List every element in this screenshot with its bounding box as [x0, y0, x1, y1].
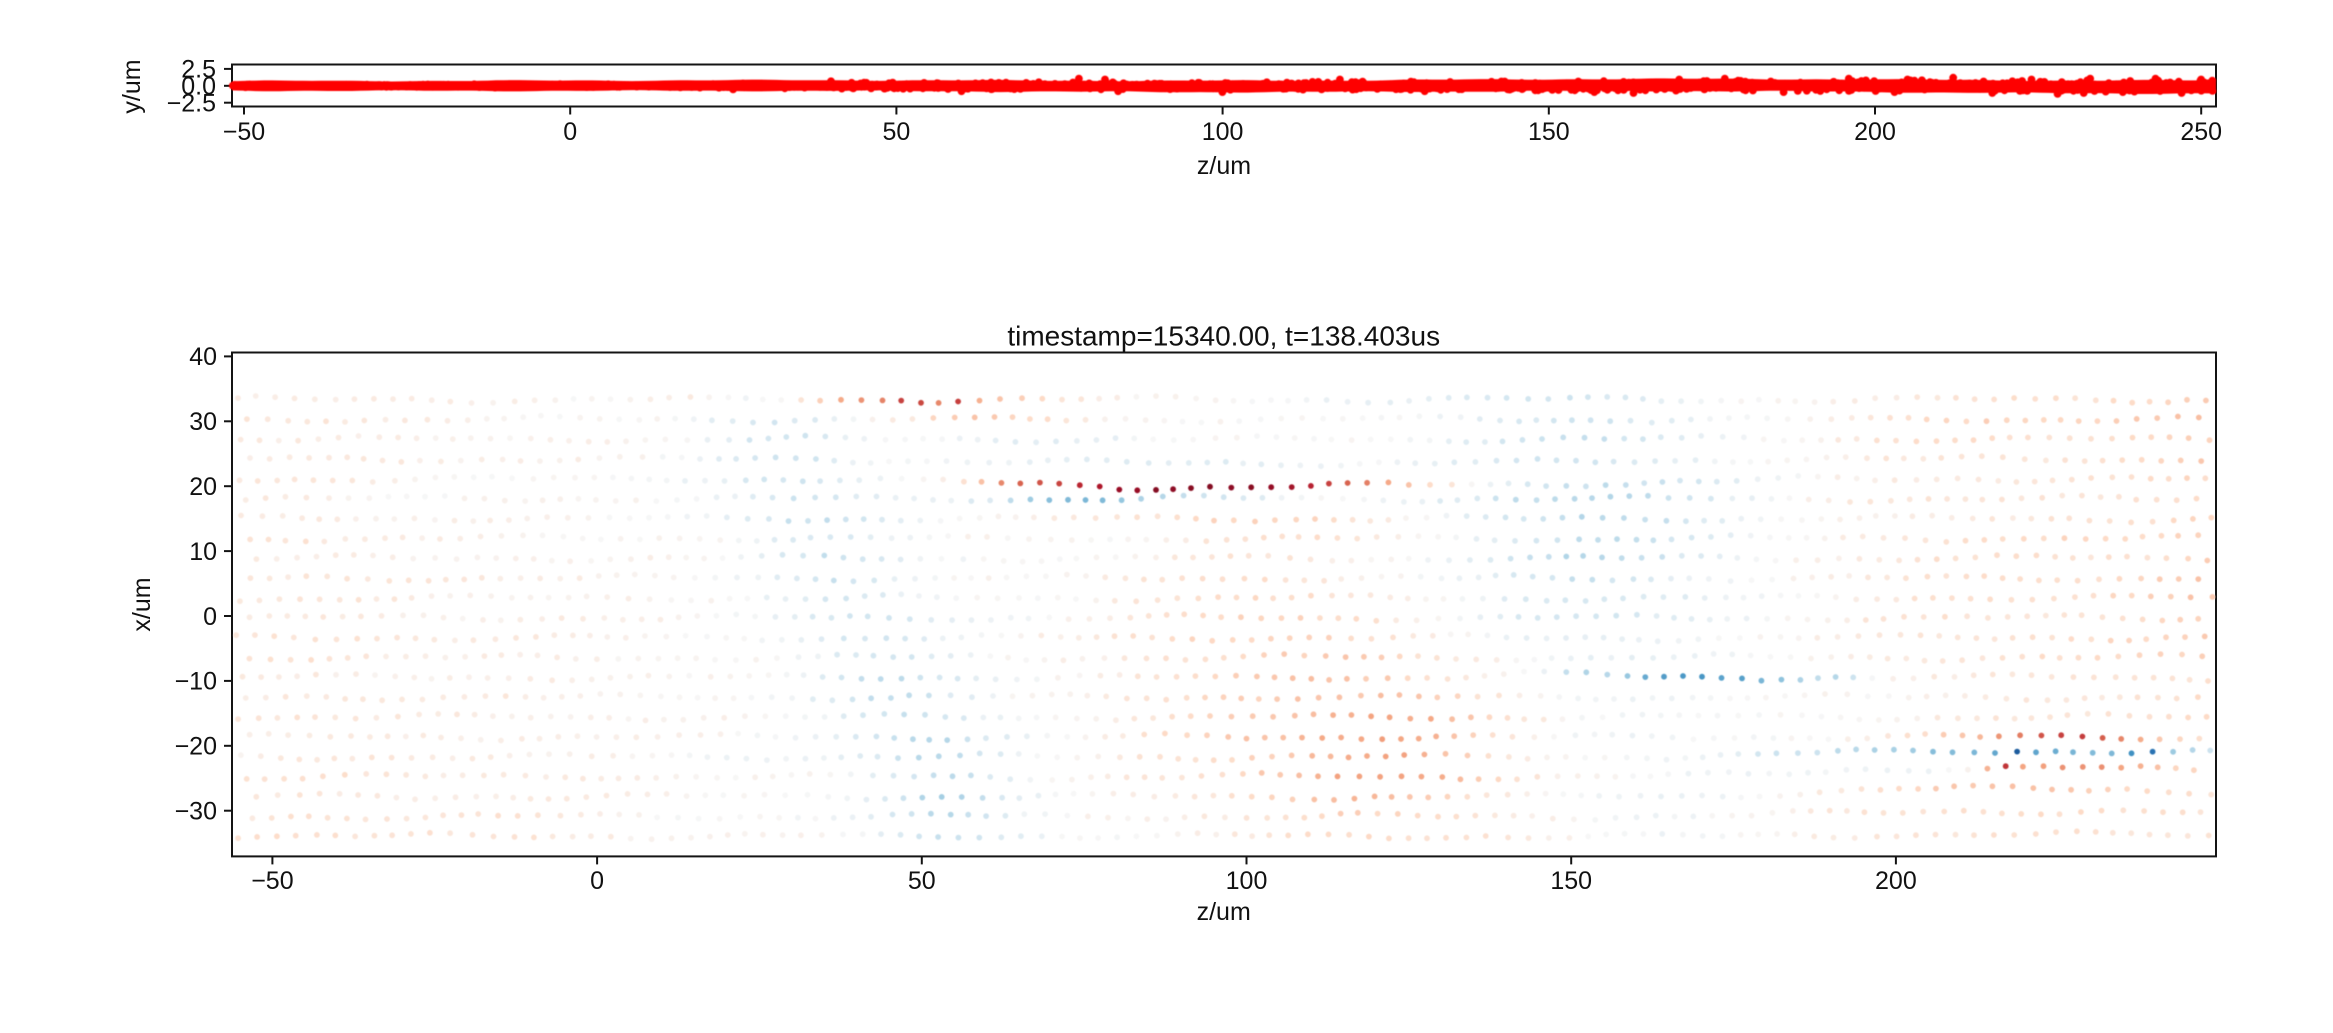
svg-text:z/um: z/um: [1197, 152, 1251, 180]
svg-text:2.5: 2.5: [181, 56, 216, 84]
svg-text:0: 0: [203, 603, 217, 631]
svg-text:timestamp=15340.00, t=138.403u: timestamp=15340.00, t=138.403us: [1007, 321, 1440, 352]
svg-text:50: 50: [882, 118, 910, 146]
svg-text:100: 100: [1226, 867, 1268, 895]
svg-text:−50: −50: [251, 867, 293, 895]
svg-text:0: 0: [563, 118, 577, 146]
svg-text:40: 40: [189, 343, 217, 371]
svg-text:−20: −20: [175, 733, 217, 761]
svg-text:0.0: 0.0: [181, 72, 216, 100]
svg-text:200: 200: [1875, 867, 1917, 895]
svg-text:−50: −50: [223, 118, 265, 146]
svg-text:200: 200: [1854, 118, 1896, 146]
svg-text:250: 250: [2180, 118, 2222, 146]
svg-text:10: 10: [189, 538, 217, 566]
svg-text:150: 150: [1528, 118, 1570, 146]
svg-text:20: 20: [189, 473, 217, 501]
svg-text:0: 0: [590, 867, 604, 895]
svg-text:150: 150: [1550, 867, 1592, 895]
svg-text:50: 50: [908, 867, 936, 895]
svg-text:z/um: z/um: [1197, 898, 1251, 926]
svg-text:−2.5: −2.5: [167, 89, 216, 117]
svg-text:100: 100: [1202, 118, 1244, 146]
svg-text:30: 30: [189, 408, 217, 436]
svg-text:x/um: x/um: [128, 577, 156, 631]
svg-text:−10: −10: [175, 668, 217, 696]
svg-text:y/um: y/um: [118, 59, 146, 113]
svg-text:−30: −30: [175, 798, 217, 826]
